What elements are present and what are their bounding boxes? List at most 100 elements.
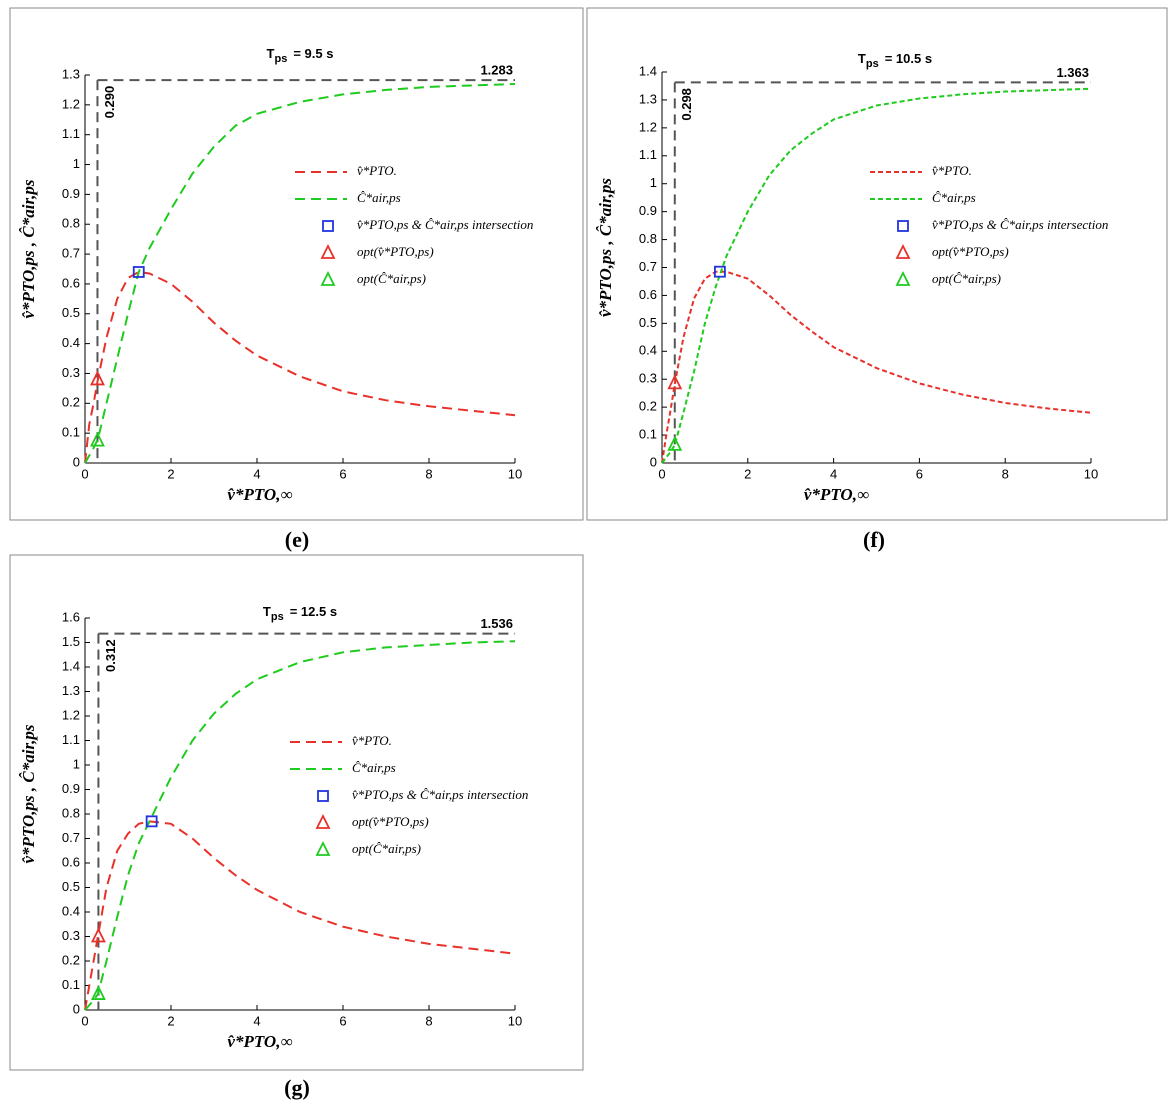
y-tick-label: 1.4 bbox=[62, 658, 80, 673]
y-tick-label: 0.3 bbox=[639, 371, 657, 386]
y-tick-label: 0.9 bbox=[639, 203, 657, 218]
y-tick-label: 1.3 bbox=[62, 66, 80, 81]
x-tick-label: 0 bbox=[81, 466, 88, 481]
legend-swatch bbox=[897, 220, 909, 232]
chart-title: Tps = 12.5 s bbox=[263, 604, 337, 622]
y-axis-label: v̂*PTO,ps , Ĉ*air,ps bbox=[19, 724, 38, 863]
y-tick-label: 0.6 bbox=[639, 287, 657, 302]
x-tick-label: 4 bbox=[830, 466, 837, 481]
panel-label: (g) bbox=[284, 1075, 310, 1100]
optimum-marker bbox=[667, 435, 683, 451]
legend-label: v̂*PTO,ps & Ĉ*air,ps intersection bbox=[932, 217, 1108, 232]
legend-label: opt(v̂*PTO,ps) bbox=[357, 244, 434, 259]
legend-swatch bbox=[317, 790, 329, 802]
title-text: = 10.5 s bbox=[885, 51, 932, 66]
y-axis-label: v̂*PTO,ps , Ĉ*air,ps bbox=[596, 178, 615, 317]
x-tick-label: 8 bbox=[1002, 466, 1009, 481]
title-symbol: T bbox=[267, 46, 275, 61]
legend-label: opt(Ĉ*air,ps) bbox=[352, 841, 421, 856]
y-tick-label: 1.4 bbox=[639, 63, 657, 78]
hline-label: 1.283 bbox=[480, 63, 513, 78]
legend-swatch bbox=[895, 270, 911, 286]
vline-label: 0.312 bbox=[103, 639, 118, 672]
y-tick-label: 1 bbox=[73, 756, 80, 771]
x-tick-label: 8 bbox=[425, 466, 432, 481]
legend-label: v̂*PTO. bbox=[932, 163, 972, 178]
optimum-marker bbox=[90, 927, 106, 943]
legend-label: Ĉ*air,ps bbox=[352, 760, 396, 775]
intersection-marker bbox=[714, 265, 726, 278]
panel-frame bbox=[9, 7, 584, 521]
x-tick-label: 2 bbox=[167, 1013, 174, 1028]
legend-label: opt(Ĉ*air,ps) bbox=[932, 271, 1001, 286]
y-tick-label: 0.1 bbox=[639, 427, 657, 442]
series-line bbox=[84, 820, 516, 1011]
y-tick-label: 1.1 bbox=[62, 732, 80, 747]
y-tick-label: 0.7 bbox=[639, 259, 657, 274]
x-tick-label: 0 bbox=[658, 466, 665, 481]
title-subscript: ps bbox=[274, 53, 287, 65]
panel-frame bbox=[9, 554, 584, 1071]
y-tick-label: 0.5 bbox=[62, 879, 80, 894]
chart-title: Tps = 9.5 s bbox=[267, 46, 334, 64]
y-tick-label: 0.2 bbox=[62, 395, 80, 410]
legend-swatch bbox=[315, 840, 331, 856]
y-tick-label: 0.5 bbox=[62, 305, 80, 320]
legend-label: opt(Ĉ*air,ps) bbox=[357, 271, 426, 286]
y-tick-label: 1.2 bbox=[639, 119, 657, 134]
hline-label: 1.363 bbox=[1056, 65, 1089, 80]
y-tick-label: 0.6 bbox=[62, 854, 80, 869]
y-tick-label: 0.1 bbox=[62, 977, 80, 992]
legend-label: opt(v̂*PTO,ps) bbox=[352, 814, 429, 829]
y-tick-label: 0.4 bbox=[62, 903, 80, 918]
y-tick-label: 0.8 bbox=[62, 805, 80, 820]
optimum-marker bbox=[90, 985, 106, 1000]
legend-label: v̂*PTO. bbox=[357, 163, 397, 178]
x-tick-label: 6 bbox=[916, 466, 923, 481]
y-tick-label: 0.5 bbox=[639, 315, 657, 330]
y-tick-label: 0.8 bbox=[639, 231, 657, 246]
y-tick-label: 1.6 bbox=[62, 609, 80, 624]
y-axis-label: v̂*PTO,ps , Ĉ*air,ps bbox=[19, 179, 38, 318]
y-tick-label: 0.9 bbox=[62, 186, 80, 201]
title-subscript: ps bbox=[271, 611, 284, 623]
y-tick-label: 1 bbox=[650, 175, 657, 190]
series-line bbox=[661, 270, 1092, 464]
x-tick-label: 10 bbox=[508, 1013, 522, 1028]
title-symbol: T bbox=[858, 51, 866, 66]
y-tick-label: 1.5 bbox=[62, 634, 80, 649]
x-tick-label: 6 bbox=[339, 1013, 346, 1028]
y-tick-label: 1.3 bbox=[62, 683, 80, 698]
y-tick-label: 0.2 bbox=[639, 399, 657, 414]
y-tick-label: 0.4 bbox=[62, 335, 80, 350]
x-tick-label: 4 bbox=[253, 1013, 260, 1028]
series-line bbox=[84, 82, 516, 464]
intersection-marker bbox=[132, 266, 145, 278]
optimum-marker bbox=[90, 370, 105, 386]
y-tick-label: 1.2 bbox=[62, 707, 80, 722]
y-tick-label: 1.2 bbox=[62, 96, 80, 111]
x-tick-label: 8 bbox=[425, 1013, 432, 1028]
y-tick-label: 0.3 bbox=[62, 365, 80, 380]
title-subscript: ps bbox=[866, 58, 879, 70]
y-tick-label: 0.7 bbox=[62, 830, 80, 845]
y-tick-label: 0 bbox=[650, 454, 657, 469]
x-tick-label: 6 bbox=[339, 466, 346, 481]
legend-label: opt(v̂*PTO,ps) bbox=[932, 244, 1009, 259]
optimum-marker bbox=[667, 374, 683, 390]
legend-label: v̂*PTO,ps & Ĉ*air,ps intersection bbox=[352, 787, 528, 802]
panel-frame bbox=[586, 7, 1168, 521]
y-tick-label: 0.9 bbox=[62, 781, 80, 796]
legend-swatch bbox=[322, 220, 334, 232]
y-tick-label: 0.8 bbox=[62, 216, 80, 231]
y-tick-label: 1.3 bbox=[639, 91, 657, 106]
y-tick-label: 0.4 bbox=[639, 343, 657, 358]
title-text: = 12.5 s bbox=[290, 604, 337, 619]
y-tick-label: 0.3 bbox=[62, 928, 80, 943]
x-axis-label: v̂*PTO,∞ bbox=[227, 1032, 292, 1051]
y-tick-label: 1.1 bbox=[639, 147, 657, 162]
x-tick-label: 2 bbox=[744, 466, 751, 481]
legend-label: v̂*PTO. bbox=[352, 733, 392, 748]
legend-label: Ĉ*air,ps bbox=[357, 190, 401, 205]
